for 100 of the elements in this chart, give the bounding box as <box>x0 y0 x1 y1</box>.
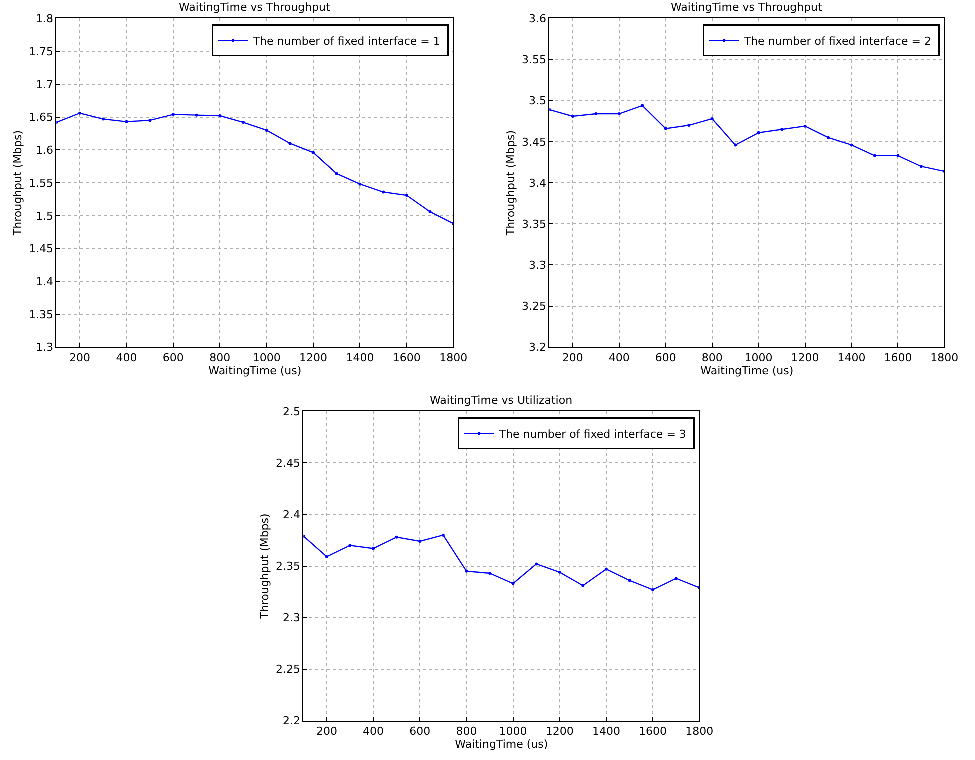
x-tick-label: 800 <box>210 352 231 365</box>
y-tick-label: 1.4 <box>36 275 54 288</box>
y-tick-label: 2.5 <box>282 405 300 418</box>
point <box>218 114 222 118</box>
line-series <box>550 104 945 174</box>
y-tick-label: 2.25 <box>276 663 300 676</box>
point <box>428 210 432 214</box>
y-tick-label: 3.5 <box>528 94 546 108</box>
point <box>312 151 316 154</box>
x-tick-label: 800 <box>456 725 478 738</box>
y-tick-label: 2.2 <box>282 714 300 728</box>
y-tick-label: 3.25 <box>522 300 546 314</box>
point <box>358 182 362 186</box>
point <box>395 536 398 539</box>
legend-label: The number of fixed interface = 1 <box>252 34 440 48</box>
y-tick-label: 2.4 <box>282 508 300 522</box>
x-tick-label: 1400 <box>346 352 374 365</box>
point <box>195 114 198 117</box>
point <box>242 121 245 124</box>
y-tick-label: 3.45 <box>522 136 546 149</box>
x-tick-label: 200 <box>562 352 584 365</box>
point <box>172 113 175 116</box>
x-tick-label: 1600 <box>639 725 668 738</box>
x-tick-label: 400 <box>608 352 630 365</box>
point <box>348 544 352 548</box>
point <box>688 124 691 128</box>
point <box>604 568 608 571</box>
point <box>125 120 128 124</box>
x-tick-label: 1200 <box>300 352 328 365</box>
y-tick-label: 2.45 <box>276 457 300 470</box>
x-tick-label: 1000 <box>499 725 528 738</box>
point <box>594 112 598 116</box>
point <box>558 570 562 574</box>
point <box>148 119 152 122</box>
y-tick-label: 3.3 <box>528 259 546 272</box>
y-tick-label: 1.5 <box>36 210 54 223</box>
point <box>335 172 338 176</box>
chart-title: WaitingTime vs Utilization <box>430 394 573 407</box>
y-tick-label: 3.55 <box>522 54 546 67</box>
x-tick-label: 1200 <box>791 352 820 365</box>
x-axis-title: WaitingTime (us) <box>208 364 302 378</box>
x-tick-label: 1000 <box>744 352 773 365</box>
x-tick-label: 600 <box>410 725 431 738</box>
y-tick-label: 2.35 <box>276 560 300 574</box>
x-tick-label: 1400 <box>838 352 866 365</box>
y-tick-label: 3.35 <box>522 218 546 231</box>
x-tick-label: 1000 <box>252 352 281 365</box>
point <box>674 577 678 580</box>
y-tick-label: 2.3 <box>282 612 300 625</box>
point <box>896 154 900 158</box>
point <box>78 112 82 115</box>
line-series <box>56 112 454 226</box>
point <box>418 540 422 544</box>
y-tick-label: 1.45 <box>29 242 54 256</box>
y-tick-label: 1.65 <box>29 111 54 124</box>
x-tick-label: 600 <box>162 352 184 365</box>
point <box>641 104 644 108</box>
point <box>571 114 574 118</box>
point <box>826 136 830 140</box>
point <box>920 165 923 168</box>
point <box>734 144 738 147</box>
x-tick-label: 600 <box>655 352 676 365</box>
point <box>873 154 876 158</box>
x-tick-label: 1400 <box>592 725 620 738</box>
y-tick-label: 1.75 <box>29 45 54 58</box>
point <box>780 128 784 132</box>
legend-label: The number of fixed interface = 2 <box>743 34 932 48</box>
point <box>288 142 292 146</box>
point <box>535 562 538 566</box>
x-tick-label: 400 <box>116 352 138 365</box>
point <box>405 194 408 198</box>
point <box>382 190 386 194</box>
point <box>102 118 105 121</box>
point <box>804 124 807 128</box>
x-tick-label: 200 <box>316 725 338 738</box>
y-tick-label: 1.35 <box>29 308 54 322</box>
chart-title: WaitingTime vs Throughput <box>179 1 332 14</box>
x-tick-label: 200 <box>70 352 91 365</box>
point <box>628 579 632 582</box>
point <box>850 144 854 147</box>
y-tick-label: 1.3 <box>36 341 54 354</box>
x-tick-label: 1800 <box>930 352 959 365</box>
point <box>265 128 268 132</box>
line-series <box>304 534 700 592</box>
point <box>757 131 760 134</box>
y-axis-title: Throughput (Mbps) <box>12 130 25 237</box>
point <box>442 534 445 537</box>
x-tick-label: 1600 <box>884 352 912 365</box>
chart-title: WaitingTime vs Throughput <box>671 1 824 14</box>
point <box>710 117 714 120</box>
point <box>372 547 376 550</box>
y-tick-label: 1.8 <box>36 12 54 26</box>
x-tick-label: 1600 <box>392 352 421 365</box>
y-axis-title: Throughput (Mbps) <box>258 514 272 620</box>
y-tick-label: 1.7 <box>36 78 54 92</box>
legend-label: The number of fixed interface = 3 <box>498 428 686 441</box>
x-tick-label: 1200 <box>546 725 574 738</box>
point <box>582 584 585 588</box>
y-tick-label: 3.6 <box>528 12 546 26</box>
x-tick-label: 400 <box>363 725 384 738</box>
